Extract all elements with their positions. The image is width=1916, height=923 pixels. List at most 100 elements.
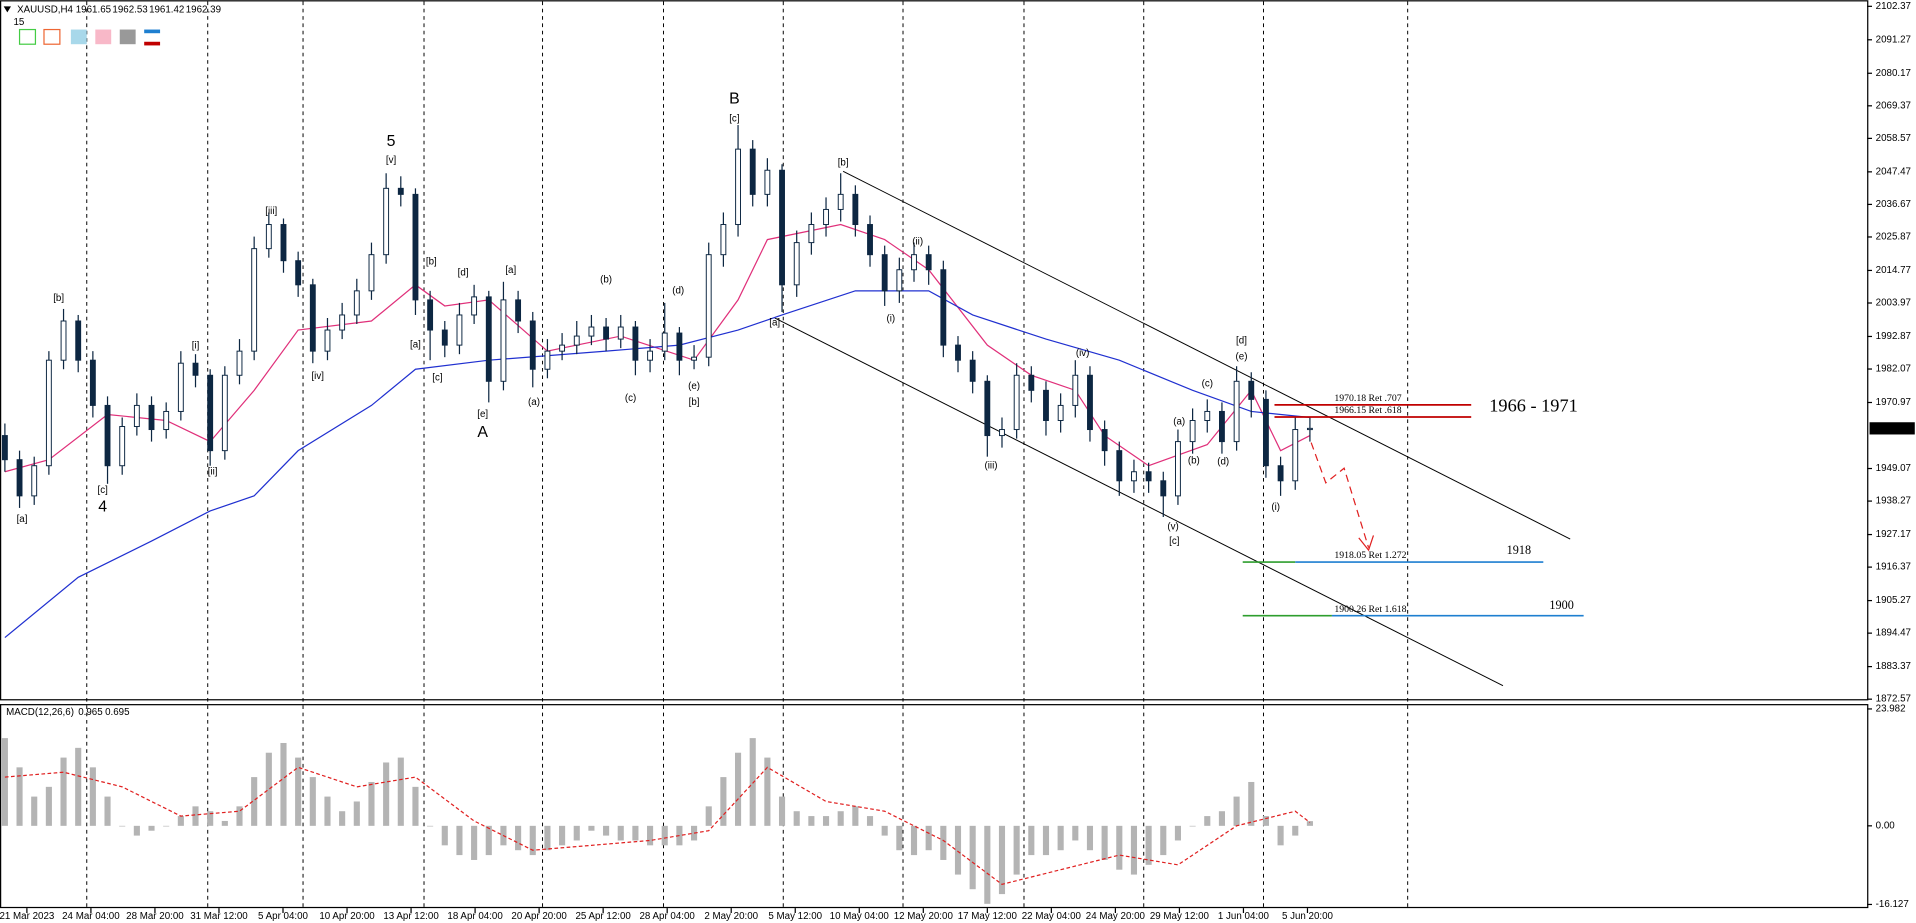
- x-tick-label: 12 May 20:00: [894, 911, 954, 922]
- candle-body: [412, 193, 419, 301]
- icon: [70, 29, 87, 45]
- candle-body: [881, 254, 888, 292]
- candle-body: [1057, 404, 1064, 421]
- y-tick-label: 2058.57: [1876, 133, 1911, 144]
- macd-bar: [177, 816, 184, 826]
- candle-body: [1248, 380, 1255, 400]
- icon: [18, 28, 37, 45]
- candle-body: [999, 429, 1005, 437]
- icon: [95, 29, 112, 45]
- zone-label: 1966 - 1971: [1489, 395, 1578, 415]
- macd-bar: [1057, 825, 1064, 851]
- header-value: 0.965: [78, 707, 103, 718]
- candle-body: [133, 404, 140, 428]
- candle-body: [1233, 380, 1240, 443]
- wave-label: [b]: [426, 256, 437, 267]
- moving-average: [4, 223, 1311, 473]
- wave-label: (d): [1217, 457, 1229, 468]
- candle-body: [1277, 465, 1284, 482]
- candle-body: [1189, 420, 1196, 443]
- macd-bar: [647, 825, 654, 846]
- y-tick-label: 1883.37: [1876, 661, 1911, 672]
- candle-body: [1101, 429, 1108, 452]
- x-tick-label: 5 Jun 20:00: [1282, 911, 1334, 922]
- candle-body: [104, 404, 111, 467]
- menu-arrow: [3, 6, 11, 13]
- macd-bar: [163, 825, 170, 827]
- macd-bar: [1292, 825, 1299, 836]
- y-tick-label: 1949.07: [1876, 463, 1911, 474]
- y-tick-label: 1938.27: [1876, 496, 1911, 507]
- icon: [144, 41, 161, 46]
- macd-bar: [515, 825, 522, 851]
- candle-body: [588, 326, 595, 337]
- x-tick-label: 24 May 20:00: [1086, 911, 1146, 922]
- level-label: 1900.26 Ret 1.618: [1334, 604, 1406, 615]
- toolbar-icons: [18, 28, 161, 46]
- wave-label: 5: [387, 133, 396, 150]
- y-tick-label: 1905.27: [1876, 595, 1911, 606]
- symbol: XAUUSD,H4: [17, 5, 73, 16]
- projection-arrow: [1310, 442, 1370, 548]
- candle-body: [515, 299, 522, 322]
- macd-bar: [1028, 825, 1035, 856]
- macd-bar: [588, 825, 595, 831]
- macd-bar: [852, 806, 859, 826]
- candle-body: [119, 426, 126, 467]
- candle-body: [793, 242, 800, 286]
- macd-bar: [1248, 781, 1255, 826]
- wave-label: (b): [600, 275, 612, 286]
- macd-bar: [896, 825, 903, 851]
- macd-bar: [837, 811, 844, 826]
- macd-bar: [1101, 825, 1108, 860]
- x-tick-label: 10 May 04:00: [830, 911, 890, 922]
- macd-bar: [441, 825, 448, 846]
- wave-label: [c]: [97, 485, 108, 496]
- y-tick-label: 2036.67: [1876, 199, 1911, 210]
- macd-bar: [559, 825, 566, 846]
- wave-label: (v): [1167, 521, 1178, 532]
- candle-body: [691, 356, 697, 361]
- wave-label: (i): [886, 314, 895, 325]
- x-tick-label: 29 May 12:00: [1150, 911, 1210, 922]
- candle-body: [1028, 374, 1035, 391]
- candle-body: [31, 465, 38, 497]
- candle-body: [1175, 441, 1181, 497]
- candle-body: [383, 187, 390, 256]
- candle-body: [896, 269, 903, 292]
- macd-bar: [749, 738, 756, 826]
- candle-body: [207, 374, 214, 452]
- macd-bar: [1233, 796, 1240, 826]
- macd-bar: [412, 786, 419, 826]
- wave-label: (iv): [1076, 348, 1090, 359]
- wave-label: (b): [1188, 455, 1200, 466]
- wave-label: [c]: [1169, 536, 1180, 547]
- wave-label: [iv]: [311, 371, 324, 382]
- candle-body: [456, 314, 463, 346]
- macd-bar: [1086, 825, 1094, 851]
- wave-label: 4: [98, 499, 107, 516]
- icon: [43, 28, 61, 45]
- macd-bar: [603, 825, 610, 836]
- y-tick-label: 2069.37: [1876, 100, 1911, 111]
- wave-label: (a): [528, 397, 540, 408]
- macd-bar: [368, 781, 375, 826]
- x-tick-label: 18 Apr 04:00: [447, 911, 503, 922]
- x-tick-label: 2 May 20:00: [704, 911, 758, 922]
- candle-body: [500, 299, 507, 382]
- candle-body: [925, 254, 932, 271]
- macd-bar: [573, 825, 580, 841]
- candle-body: [485, 296, 492, 382]
- macd-bar: [397, 757, 404, 826]
- candle-body: [984, 380, 991, 437]
- wave-label: [e]: [477, 409, 488, 420]
- macd-bar: [705, 806, 712, 826]
- candle-body: [940, 269, 947, 346]
- x-tick-label: 20 Apr 20:00: [511, 911, 567, 922]
- wave-label: [iii]: [265, 206, 277, 217]
- level-label: 1966.15 Ret .618: [1334, 405, 1401, 416]
- candle-body: [852, 193, 859, 226]
- macd-panel: [0, 704, 1869, 909]
- candle-body: [764, 169, 771, 195]
- wave-label: (a): [1173, 416, 1185, 427]
